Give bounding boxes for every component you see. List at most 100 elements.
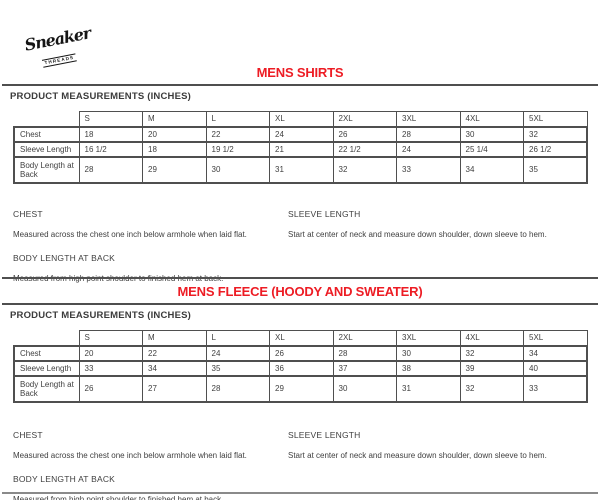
- measurement-value-cell: 22: [142, 344, 207, 361]
- divider-under-shirts-title: [2, 84, 598, 86]
- measurement-value-cell: 18: [78, 125, 143, 142]
- measurements-heading-shirts: PRODUCT MEASUREMENTS (INCHES): [10, 91, 192, 102]
- row-label: Chest: [13, 344, 80, 361]
- measurement-value-cell: 29: [142, 155, 207, 184]
- size-column-header: L: [205, 111, 270, 127]
- row-label: Body Length at Back: [13, 155, 80, 184]
- size-table-fleece: S M L XL 2XL 3XL 4XL 5XL Chest 20 22 24 26 28 30 32 34 Sl…: [13, 330, 588, 403]
- measurement-value-cell: 32: [332, 155, 397, 184]
- measurement-value-cell: 25 1/4: [459, 140, 524, 157]
- measurement-value-cell: 30: [459, 125, 524, 142]
- measurement-value-cell: 36: [269, 359, 334, 376]
- measurement-value-cell: 32: [459, 374, 524, 403]
- measurements-heading-fleece: PRODUCT MEASUREMENTS (INCHES): [10, 310, 192, 321]
- measurement-value-cell: 40: [523, 359, 588, 376]
- measurement-value-cell: 26: [78, 374, 143, 403]
- measurement-value-cell: 34: [142, 359, 207, 376]
- measurement-value-cell: 24: [269, 125, 334, 142]
- row-label: Body Length at Back: [13, 374, 80, 403]
- note-heading: CHEST: [13, 208, 43, 219]
- note-heading: BODY LENGTH AT BACK: [13, 252, 116, 263]
- note-text: Start at center of neck and measure down…: [288, 229, 547, 239]
- measurement-note: SLEEVE LENGTH Start at center of neck and…: [288, 209, 563, 242]
- measurement-note: BODY LENGTH AT BACK Measured from high po…: [13, 474, 285, 500]
- measurement-value-cell: 27: [142, 374, 207, 403]
- measurement-value-cell: 28: [205, 374, 270, 403]
- measurement-value-cell: 30: [332, 374, 397, 403]
- measurement-value-cell: 26: [332, 125, 397, 142]
- note-text: Measured from high point shoulder to fin…: [13, 494, 224, 500]
- section-title-mens-fleece: MENS FLEECE (HOODY AND SWEATER): [177, 284, 423, 299]
- table-row: Chest 18 20 22 24 26 28 30 32: [13, 125, 588, 142]
- section-mens-shirts: MENS SHIRTS PRODUCT MEASUREMENTS (INCHES…: [0, 64, 600, 286]
- measurement-note: SLEEVE LENGTH Start at center of neck and…: [288, 430, 563, 463]
- measurement-value-cell: 34: [459, 155, 524, 184]
- size-table-shirts: S M L XL 2XL 3XL 4XL 5XL Chest 18 20 22 24 26 28 30 32 Sl…: [13, 111, 588, 184]
- note-heading: SLEEVE LENGTH: [288, 429, 361, 440]
- measurement-value-cell: 26: [269, 344, 334, 361]
- measurement-value-cell: 35: [205, 359, 270, 376]
- table-corner-cell: [14, 112, 79, 127]
- measurement-value-cell: 32: [459, 344, 524, 361]
- measurement-value-cell: 38: [396, 359, 461, 376]
- notes-column-right: SLEEVE LENGTH Start at center of neck and…: [288, 430, 563, 500]
- measurement-value-cell: 29: [269, 374, 334, 403]
- size-column-header: 4XL: [459, 330, 524, 346]
- measurement-value-cell: 24: [396, 140, 461, 157]
- measurement-value-cell: 30: [396, 344, 461, 361]
- measurement-note: CHEST Measured across the chest one inch …: [13, 209, 285, 242]
- size-column-header: S: [78, 111, 143, 127]
- measurement-notes-fleece: CHEST Measured across the chest one inch …: [13, 430, 600, 500]
- measurement-value-cell: 20: [142, 125, 207, 142]
- note-text: Measured across the chest one inch below…: [13, 450, 247, 460]
- size-column-header: 5XL: [523, 111, 588, 127]
- size-column-header: 4XL: [459, 111, 524, 127]
- size-column-header: XL: [269, 111, 334, 127]
- measurement-value-cell: 28: [78, 155, 143, 184]
- table-row: Body Length at Back 28 29 30 31 32 33 34 35: [13, 155, 588, 184]
- measurement-value-cell: 39: [459, 359, 524, 376]
- row-label: Chest: [13, 125, 80, 142]
- size-column-header: M: [142, 330, 207, 346]
- measurement-value-cell: 31: [269, 155, 334, 184]
- size-column-header: L: [205, 330, 270, 346]
- section-mens-fleece: MENS FLEECE (HOODY AND SWEATER) PRODUCT …: [0, 277, 600, 500]
- size-column-header: S: [78, 330, 143, 346]
- measurement-value-cell: 22: [205, 125, 270, 142]
- table-row: Chest 20 22 24 26 28 30 32 34: [13, 344, 588, 361]
- table-corner-cell: [14, 331, 79, 346]
- measurement-value-cell: 30: [205, 155, 270, 184]
- note-heading: SLEEVE LENGTH: [288, 208, 361, 219]
- brand-name-script: Sneaker: [23, 23, 92, 55]
- bottom-divider: [2, 492, 598, 494]
- measurement-value-cell: 33: [523, 374, 588, 403]
- measurement-notes-shirts: CHEST Measured across the chest one inch …: [13, 209, 600, 286]
- measurement-value-cell: 33: [396, 155, 461, 184]
- measurement-value-cell: 33: [78, 359, 143, 376]
- measurement-value-cell: 35: [523, 155, 588, 184]
- size-column-header: 3XL: [396, 111, 461, 127]
- notes-column-left: CHEST Measured across the chest one inch …: [13, 430, 285, 500]
- measurement-value-cell: 19 1/2: [205, 140, 270, 157]
- measurement-value-cell: 24: [205, 344, 270, 361]
- size-column-header: 2XL: [332, 330, 397, 346]
- measurement-value-cell: 22 1/2: [332, 140, 397, 157]
- note-heading: BODY LENGTH AT BACK: [13, 473, 116, 484]
- note-heading: CHEST: [13, 429, 43, 440]
- size-column-header: XL: [269, 330, 334, 346]
- notes-column-right: SLEEVE LENGTH Start at center of neck and…: [288, 209, 563, 286]
- size-column-header: 5XL: [523, 330, 588, 346]
- size-column-header: 2XL: [332, 111, 397, 127]
- size-column-header: 3XL: [396, 330, 461, 346]
- size-column-header: M: [142, 111, 207, 127]
- row-label: Sleeve Length: [13, 140, 80, 157]
- divider-above-fleece-title: [2, 277, 598, 279]
- measurement-value-cell: 18: [142, 140, 207, 157]
- table-row: Body Length at Back 26 27 28 29 30 31 32 33: [13, 374, 588, 403]
- table-row: Sleeve Length 16 1/2 18 19 1/2 21 22 1/2 24 25 …: [13, 140, 588, 157]
- measurement-value-cell: 32: [523, 125, 588, 142]
- measurement-value-cell: 16 1/2: [78, 140, 143, 157]
- divider-under-fleece-title: [2, 303, 598, 305]
- measurement-value-cell: 28: [332, 344, 397, 361]
